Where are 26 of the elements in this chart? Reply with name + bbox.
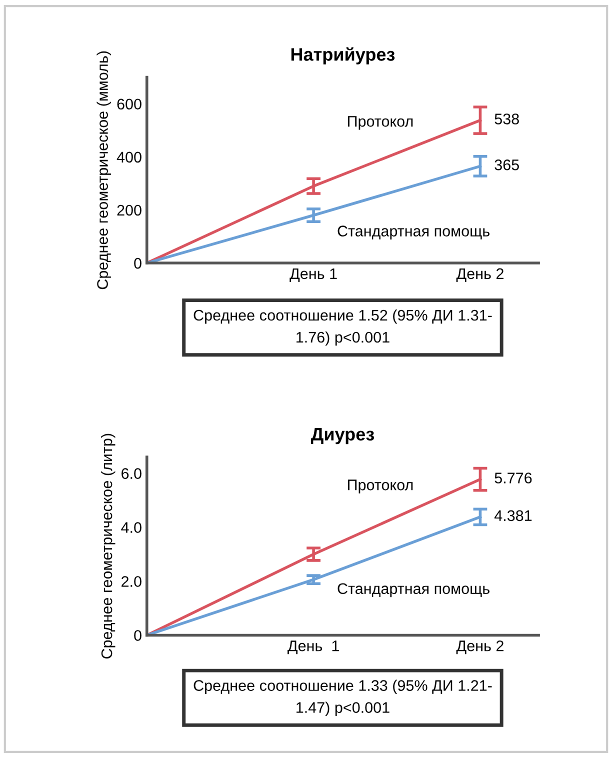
x-tick-label: День 1 xyxy=(288,640,339,654)
series-label: Протокол xyxy=(348,480,413,494)
y-tick-label: 4.0 xyxy=(121,522,142,533)
y-tick-label: 400 xyxy=(116,152,142,163)
y-tick-label: 6.0 xyxy=(122,468,142,479)
text: Среднее соотношение 1.33 (95% ДИ 1.21- 1.47) p<0.001 xyxy=(194,680,492,716)
y-axis-title: Среднее геометрическое (ммоль) xyxy=(96,51,111,290)
y-tick-label: 0 xyxy=(134,630,142,641)
data-label: 365 xyxy=(494,159,519,170)
x-tick-label: День 1 xyxy=(290,268,337,282)
y-axis-title: Среднее геометрическое (литр) xyxy=(100,434,116,659)
y-tick-label: 600 xyxy=(117,98,142,110)
y-tick-label: 2.0 xyxy=(122,576,142,587)
chart-title: Диурез xyxy=(310,428,374,444)
text: Среднее соотношение 1.52 (95% ДИ 1.31- 1.76) p<0.001 xyxy=(194,309,492,346)
series-label: Стандартная помощь xyxy=(338,226,490,240)
series-label: Протокол xyxy=(348,116,413,130)
data-label: 4.381 xyxy=(494,510,532,522)
chart-title: Натрийурез xyxy=(291,47,395,64)
y-tick-label: 0 xyxy=(134,258,142,269)
x-tick-label: День 2 xyxy=(456,640,504,654)
data-label: 538 xyxy=(494,114,519,124)
x-tick-label: День 2 xyxy=(456,268,504,282)
data-label: 5.776 xyxy=(494,472,532,484)
series-label: Стандартная помощь xyxy=(338,583,490,598)
y-tick-label: 200 xyxy=(117,204,142,216)
